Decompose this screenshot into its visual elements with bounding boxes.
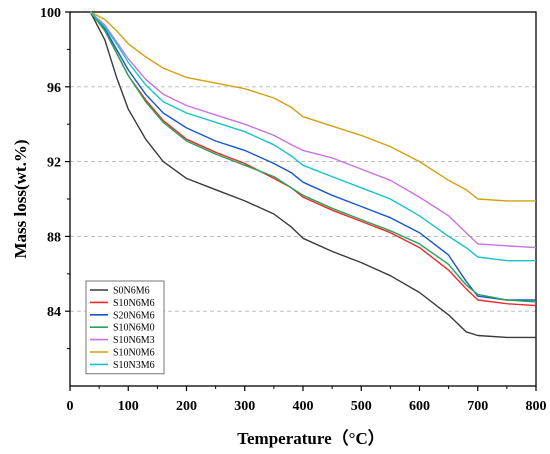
series-line-S10N3M6 bbox=[89, 11, 536, 262]
y-axis-label: Mass loss(wt.%) bbox=[11, 140, 30, 259]
grid-lines bbox=[70, 86, 536, 312]
y-tick-label: 92 bbox=[47, 156, 61, 171]
y-tick-label: 88 bbox=[47, 230, 61, 245]
x-tick-label: 300 bbox=[234, 399, 255, 414]
legend-label: S10N6M6 bbox=[113, 298, 155, 309]
x-tick-label: 500 bbox=[351, 399, 372, 414]
x-axis-label: Temperature（°C） bbox=[237, 428, 385, 448]
series-line-S0N6M6 bbox=[89, 11, 536, 339]
x-tick-label: 800 bbox=[526, 399, 547, 414]
x-tick-label: 200 bbox=[176, 399, 197, 414]
y-tick-label: 84 bbox=[47, 305, 61, 320]
x-tick-label: 0 bbox=[67, 399, 74, 414]
series-line-S10N6M6 bbox=[89, 11, 537, 307]
series-line-S10N6M0 bbox=[89, 11, 537, 303]
x-tick-label: 600 bbox=[409, 399, 430, 414]
series-line-S10N6M3 bbox=[89, 11, 537, 249]
series-line-S10N0M6 bbox=[90, 11, 536, 202]
x-tick-label: 100 bbox=[118, 399, 139, 414]
x-tick-label: 400 bbox=[293, 399, 314, 414]
series-lines bbox=[89, 11, 537, 339]
axis-ticks: 84 88 92 96 100 0 100 200 300 400 500 600 700 800 bbox=[40, 6, 547, 414]
legend-label: S10N0M6 bbox=[113, 348, 155, 359]
legend-label: S20N6M6 bbox=[113, 310, 155, 321]
legend-label: S10N6M3 bbox=[113, 335, 155, 346]
legend-label: S10N3M6 bbox=[113, 360, 155, 371]
legend-label: S10N6M0 bbox=[113, 323, 155, 334]
legend-label: S0N6M6 bbox=[113, 286, 150, 297]
y-tick-label: 96 bbox=[47, 81, 61, 96]
x-tick-label: 700 bbox=[467, 399, 488, 414]
series-line-S20N6M6 bbox=[89, 11, 536, 301]
y-tick-label: 100 bbox=[40, 6, 61, 21]
